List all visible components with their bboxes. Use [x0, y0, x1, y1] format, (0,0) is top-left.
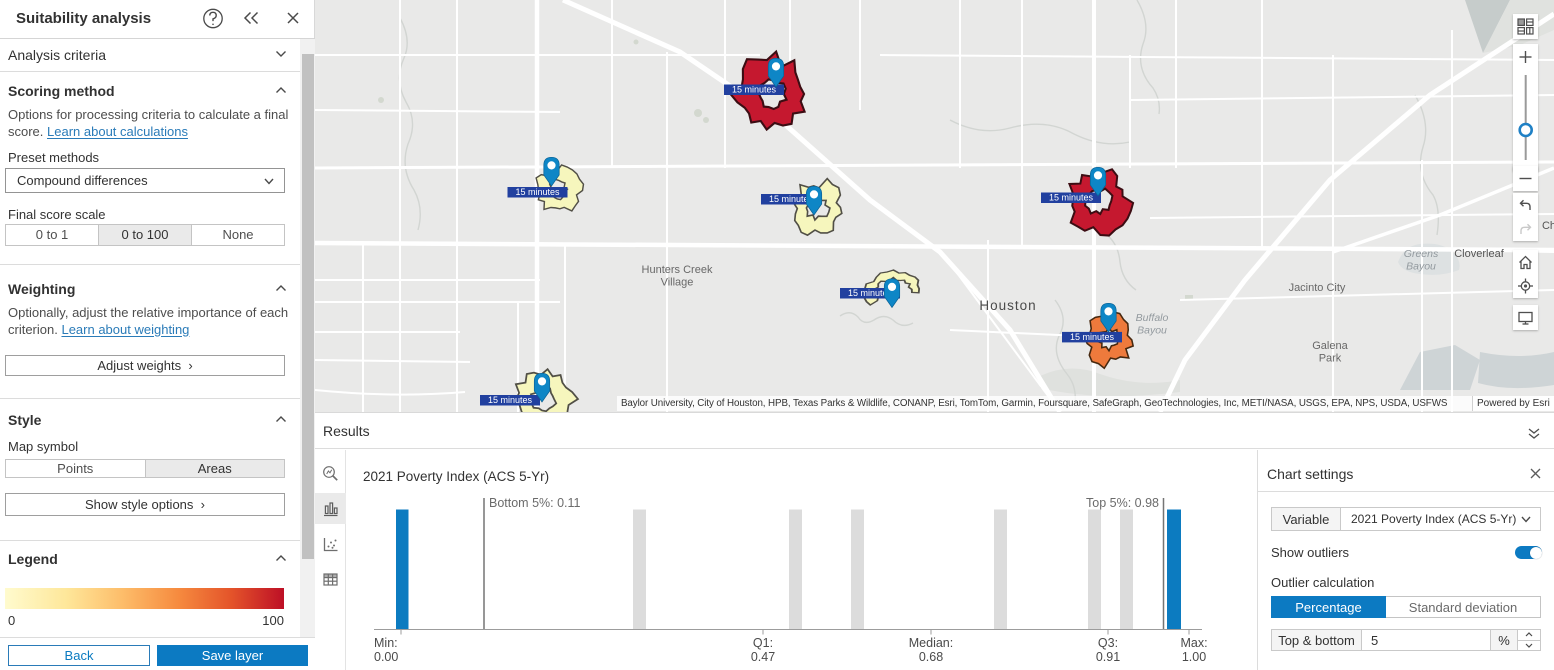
- svg-text:Houston: Houston: [979, 298, 1036, 313]
- svg-text:15 minutes: 15 minutes: [732, 85, 777, 95]
- svg-text:Q1:: Q1:: [753, 636, 773, 650]
- svg-text:Buffalo: Buffalo: [1136, 312, 1169, 324]
- svg-text:Min:: Min:: [374, 636, 398, 650]
- svg-text:15 minutes: 15 minutes: [1049, 193, 1094, 203]
- svg-text:1.00: 1.00: [1182, 650, 1206, 664]
- svg-text:15 minutes: 15 minutes: [488, 395, 533, 405]
- svg-text:Galena: Galena: [1312, 340, 1348, 352]
- svg-text:Ch: Ch: [1542, 220, 1554, 232]
- svg-text:0.00: 0.00: [374, 650, 398, 664]
- svg-text:Village: Village: [661, 277, 694, 289]
- svg-text:0.91: 0.91: [1096, 650, 1120, 664]
- svg-text:15 minutes: 15 minutes: [515, 187, 560, 197]
- svg-text:Max:: Max:: [1180, 636, 1207, 650]
- svg-text:Q3:: Q3:: [1098, 636, 1118, 650]
- svg-text:Hunters Creek: Hunters Creek: [642, 264, 713, 276]
- svg-text:0.47: 0.47: [751, 650, 775, 664]
- svg-text:Median:: Median:: [909, 636, 953, 650]
- svg-text:Jacinto City: Jacinto City: [1289, 282, 1346, 294]
- svg-text:Bayou: Bayou: [1137, 325, 1167, 337]
- svg-text:Bottom 5%: 0.11: Bottom 5%: 0.11: [489, 496, 581, 510]
- svg-text:Greens: Greens: [1404, 248, 1439, 260]
- svg-text:Park: Park: [1319, 353, 1342, 365]
- svg-text:0.68: 0.68: [919, 650, 943, 664]
- svg-text:15 minutes: 15 minutes: [1070, 332, 1115, 342]
- svg-text:15 minutes: 15 minutes: [769, 194, 814, 204]
- svg-text:15 minutes: 15 minutes: [848, 288, 893, 298]
- svg-text:Cloverleaf: Cloverleaf: [1454, 248, 1504, 260]
- svg-text:Top 5%: 0.98: Top 5%: 0.98: [1086, 496, 1159, 510]
- svg-text:Bayou: Bayou: [1406, 261, 1436, 273]
